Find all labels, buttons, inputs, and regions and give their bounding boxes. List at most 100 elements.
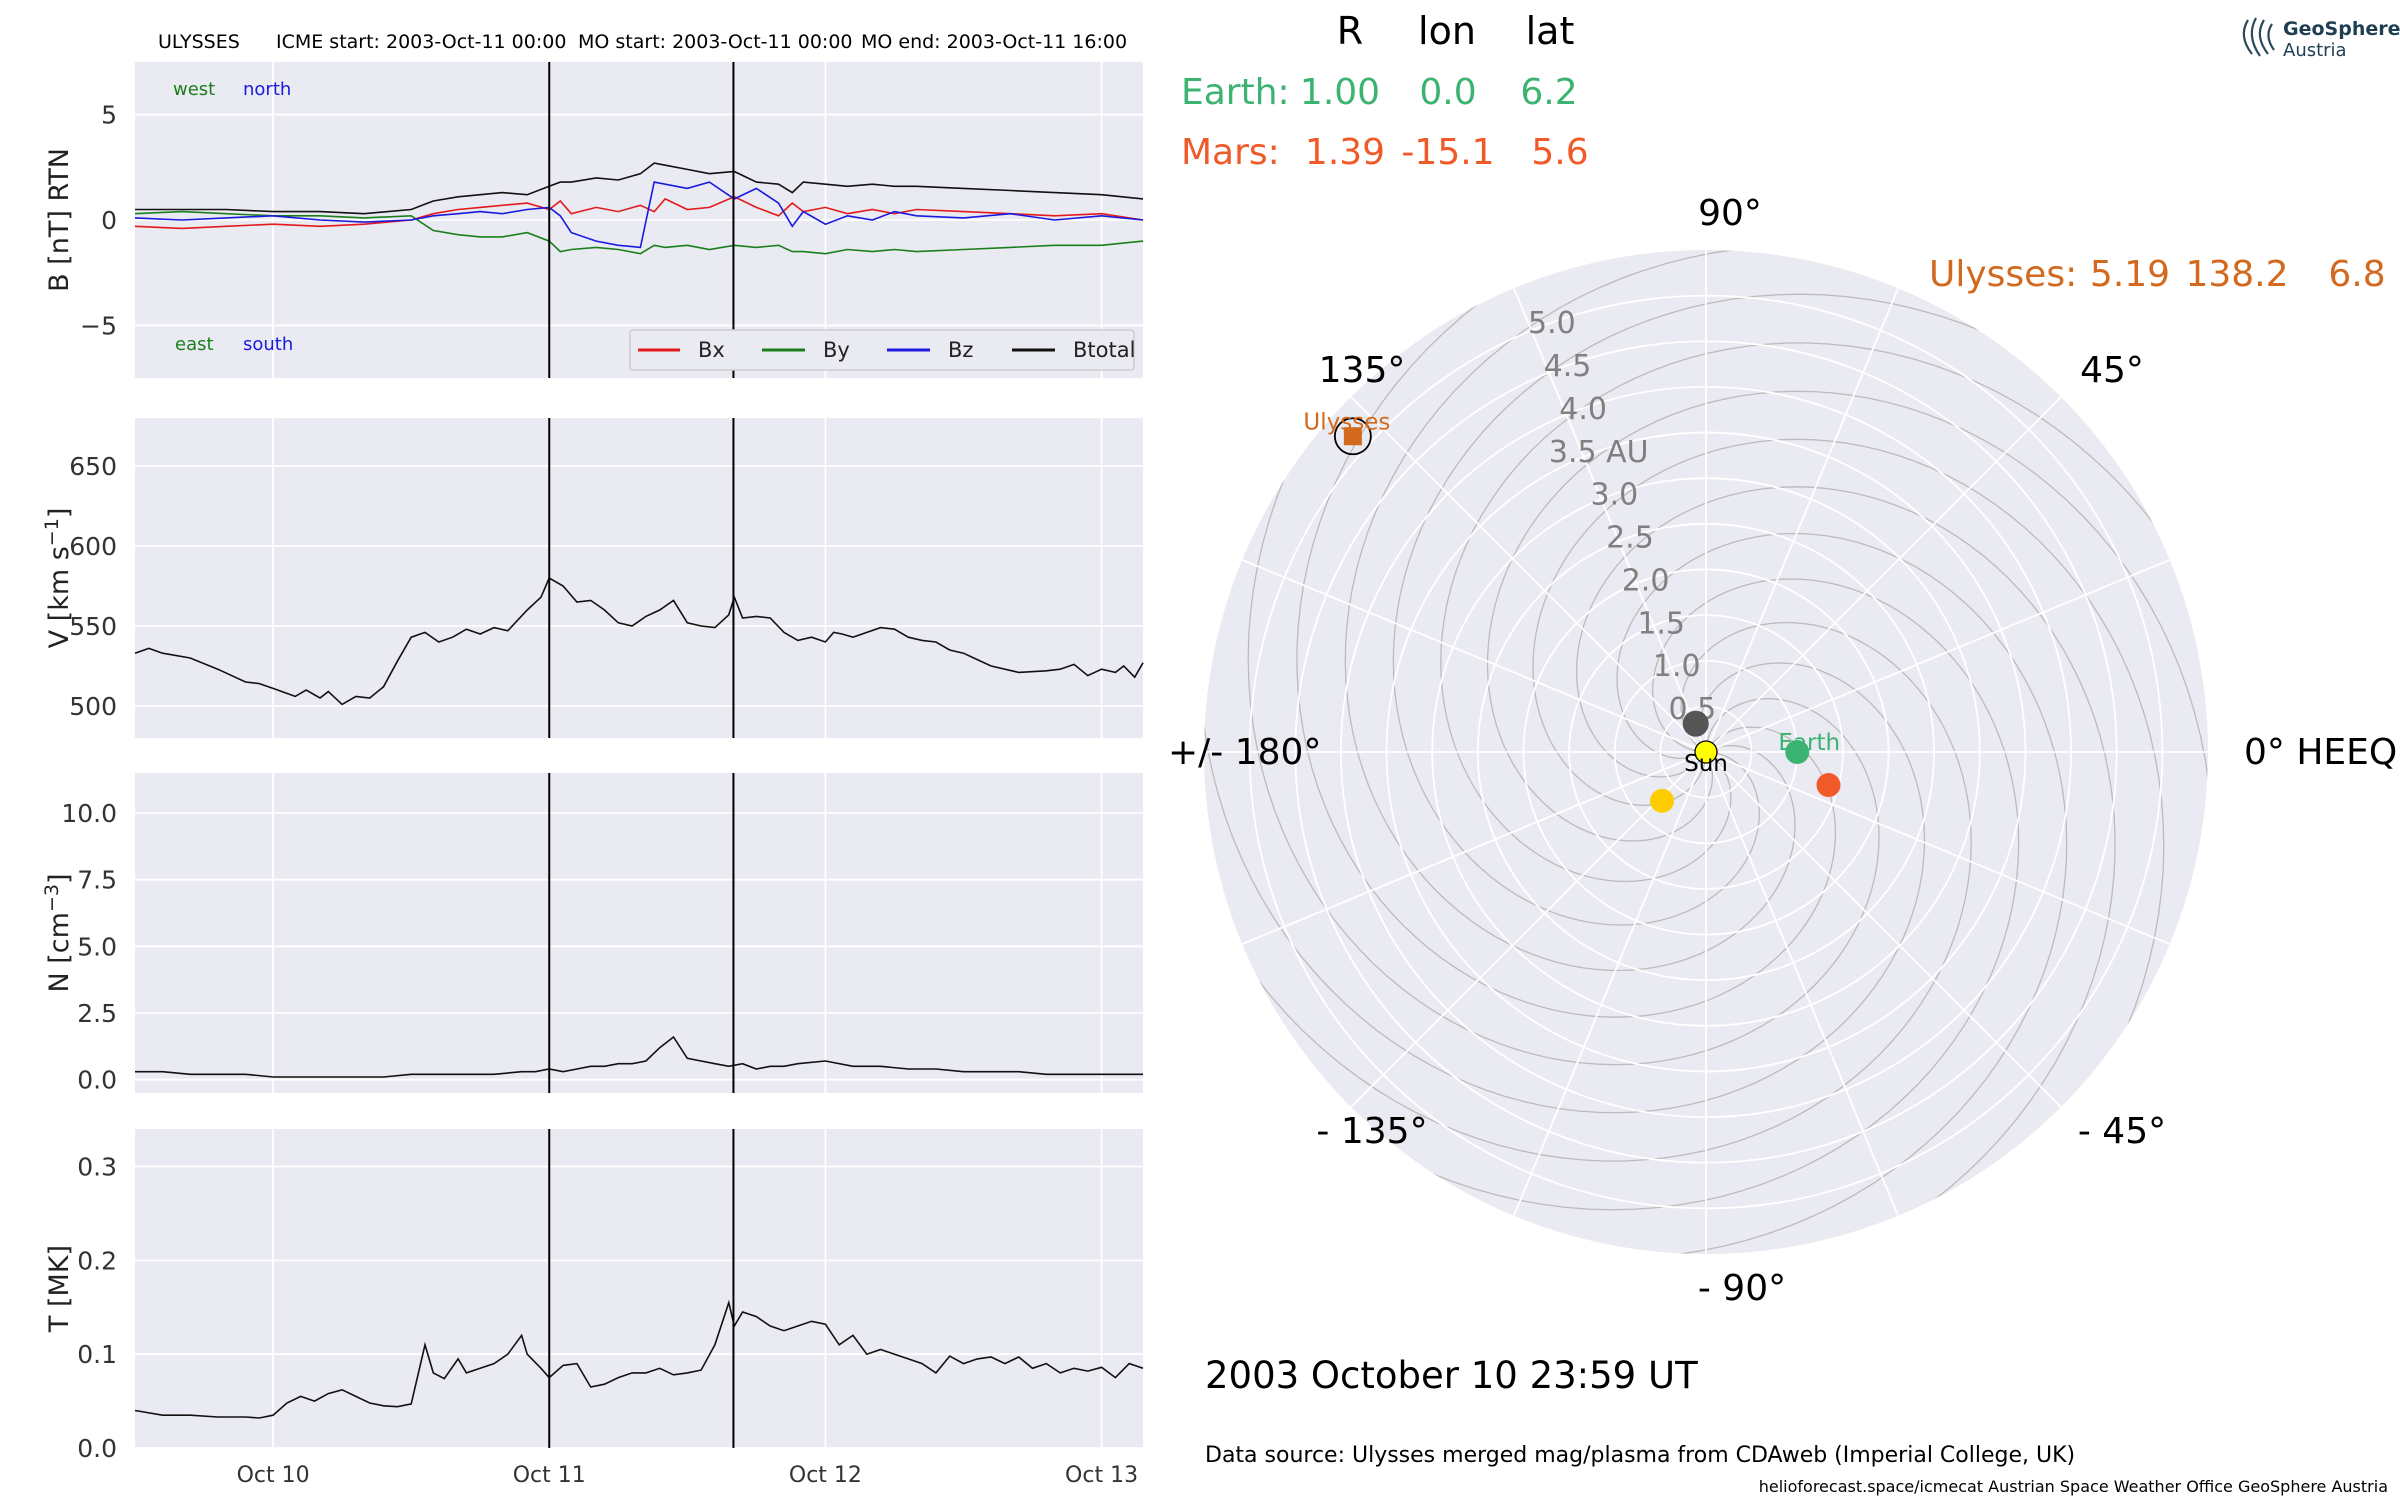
y-tick-label: 650 bbox=[69, 452, 117, 481]
earth-lon: 0.0 bbox=[1419, 72, 1476, 113]
positions-table: R lon lat Earth: 1.00 0.0 6.2 Mars: 1.39… bbox=[1181, 9, 2386, 295]
legend-bz: Bz bbox=[948, 338, 973, 362]
spiral-line bbox=[1247, 406, 1880, 1066]
x-tick-label: Oct 13 bbox=[1065, 1463, 1138, 1488]
plot-background bbox=[135, 773, 1143, 1093]
ulysses-lon: 138.2 bbox=[2185, 254, 2288, 295]
ulysses-marker bbox=[1343, 427, 1362, 446]
earth-label: Earth: bbox=[1181, 72, 1290, 113]
mars-lon: -15.1 bbox=[1401, 132, 1494, 173]
polar-label-180: +/- 180° bbox=[1168, 732, 1321, 773]
angular-spoke bbox=[1241, 559, 1707, 753]
y-tick-label: 0.1 bbox=[77, 1340, 117, 1369]
col-lat: lat bbox=[1526, 9, 1575, 53]
credits: helioforecast.space/icmecat Austrian Spa… bbox=[1759, 1477, 2388, 1496]
series-line-by bbox=[134, 210, 1144, 255]
logo-line2: Austria bbox=[2283, 40, 2347, 61]
col-lon: lon bbox=[1418, 9, 1476, 53]
angular-spoke bbox=[1705, 287, 1899, 753]
ulysses-label: Ulysses: bbox=[1929, 254, 2077, 295]
radial-label: 2.5 bbox=[1606, 521, 1654, 556]
annotation-west: west bbox=[173, 79, 215, 100]
polar-label-minus45: - 45° bbox=[2078, 1111, 2166, 1152]
plot-background bbox=[135, 418, 1143, 738]
series-line-bz bbox=[134, 181, 1144, 249]
header-mo-start: MO start: 2003-Oct-11 00:00 bbox=[578, 31, 853, 53]
x-tick-label: Oct 11 bbox=[513, 1463, 586, 1488]
series-line-btotal bbox=[135, 162, 1144, 215]
polar-label-45: 45° bbox=[2080, 350, 2144, 391]
radial-label: 5.0 bbox=[1528, 306, 1576, 341]
ulysses-label: Ulysses bbox=[1303, 409, 1390, 435]
spiral-line bbox=[1532, 438, 2165, 1098]
x-tick-label: Oct 12 bbox=[789, 1463, 862, 1488]
polar-label-0: 0° HEEQ bbox=[2244, 732, 2397, 773]
y-axis-label: B [nT] RTN bbox=[44, 148, 75, 292]
panel-temperature: 0.3 0.2 0.1 0.0 T [MK] Oct 10 Oct 11 Oct 12 Oct … bbox=[44, 1129, 1144, 1488]
series-line-t bbox=[134, 1299, 1144, 1419]
annotation-north: north bbox=[243, 79, 291, 100]
angular-spoke bbox=[1705, 559, 2171, 753]
y-tick-label: 2.5 bbox=[77, 999, 117, 1028]
ulysses-r: 5.19 bbox=[2090, 254, 2170, 295]
angular-spoke bbox=[1513, 751, 1707, 1217]
spiral-line bbox=[1213, 621, 1972, 1162]
sun-label: Sun bbox=[1684, 751, 1728, 777]
radial-label: 1.5 bbox=[1637, 606, 1685, 641]
geosphere-swirl-icon bbox=[2242, 17, 2275, 57]
y-tick-label: 0.3 bbox=[77, 1153, 117, 1182]
y-axis-label: V [km s−1] bbox=[41, 508, 75, 649]
polar-label-135: 135° bbox=[1319, 350, 1406, 391]
panel-b-field: 5 0 −5B [nT] RTN bbox=[44, 62, 1144, 378]
spiral-line bbox=[1392, 293, 2052, 926]
radial-label: 3.0 bbox=[1590, 478, 1638, 513]
y-tick-label: 0 bbox=[101, 206, 117, 235]
grey-planet-marker bbox=[1682, 710, 1709, 737]
b-legend: Bx By Bz Btotal bbox=[629, 329, 1135, 371]
panel-density: 10.0 7.5 5.0 2.5 0.0 N [cm−3] bbox=[41, 773, 1143, 1095]
legend-btotal: Btotal bbox=[1073, 338, 1135, 362]
series-line-n bbox=[135, 1035, 1143, 1078]
radial-label: 4.0 bbox=[1559, 392, 1607, 427]
logo-line1: GeoSphere bbox=[2283, 18, 2400, 40]
angular-spoke bbox=[1513, 287, 1707, 753]
mars-marker bbox=[1816, 773, 1841, 798]
y-tick-label: 5 bbox=[101, 101, 117, 130]
ulysses-ring-marker bbox=[1333, 417, 1372, 456]
earth-marker bbox=[1785, 740, 1810, 764]
data-source: Data source: Ulysses merged mag/plasma f… bbox=[1205, 1443, 2075, 1468]
panel-speed: 650 600 550 500 V [km s−1] bbox=[41, 418, 1144, 738]
yellow-planet-marker bbox=[1650, 788, 1675, 813]
earth-lat: 6.2 bbox=[1520, 72, 1577, 113]
y-tick-label: 7.5 bbox=[77, 866, 117, 895]
annotation-east: east bbox=[175, 334, 214, 355]
radial-label: 1.0 bbox=[1653, 649, 1701, 684]
radial-label: 4.5 bbox=[1544, 349, 1592, 384]
y-tick-label: 10.0 bbox=[61, 799, 117, 828]
legend-by: By bbox=[823, 338, 850, 362]
polar-label-minus90: - 90° bbox=[1698, 1268, 1786, 1309]
y-tick-label: 0.2 bbox=[77, 1246, 117, 1275]
y-tick-label: 550 bbox=[69, 612, 117, 641]
y-tick-label: −5 bbox=[80, 311, 117, 340]
legend-bx: Bx bbox=[698, 338, 725, 362]
y-axis-label: N [cm−3] bbox=[41, 873, 75, 992]
radial-label: 3.5 AU bbox=[1549, 435, 1649, 470]
polar-label-minus135: - 135° bbox=[1316, 1111, 1427, 1152]
y-tick-label: 5.0 bbox=[77, 932, 117, 961]
datetime-label: 2003 October 10 23:59 UT bbox=[1205, 1354, 1698, 1397]
y-tick-label: 500 bbox=[69, 692, 117, 721]
header-mo-end: MO end: 2003-Oct-11 16:00 bbox=[861, 31, 1127, 53]
y-tick-label: 0.0 bbox=[77, 1066, 117, 1095]
angular-spoke bbox=[1705, 751, 1899, 1217]
angular-spoke bbox=[1705, 396, 2062, 753]
ulysses-lat: 6.8 bbox=[2328, 254, 2385, 295]
mars-r: 1.39 bbox=[1305, 132, 1385, 173]
earth-r: 1.00 bbox=[1300, 72, 1380, 113]
x-tick-label: Oct 10 bbox=[237, 1463, 310, 1488]
angular-spoke bbox=[1350, 396, 1707, 753]
polar-label-90: 90° bbox=[1698, 193, 1762, 234]
header-icme-start: ICME start: 2003-Oct-11 00:00 bbox=[276, 31, 566, 53]
plot-background bbox=[135, 1129, 1143, 1448]
